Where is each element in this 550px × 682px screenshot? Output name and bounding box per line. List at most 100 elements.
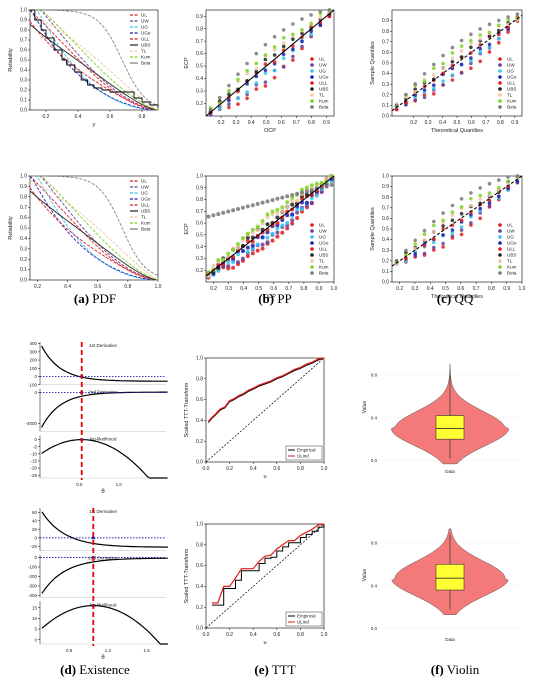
legend-label: UG [141, 25, 148, 30]
box-iqr [435, 563, 465, 591]
legend-label: Kum [141, 221, 151, 226]
legend-label: UG [141, 191, 148, 196]
x-tick-label: 0.5 [263, 120, 270, 126]
point-Beta [217, 95, 222, 100]
legend-label: UBS [141, 43, 150, 48]
point-Beta [422, 72, 427, 76]
legend-label: TL [319, 259, 325, 264]
legend-label: UG [319, 69, 326, 74]
y-tick-label: 0.6 [20, 215, 27, 221]
y-tick-label: 0.2 [196, 605, 203, 611]
x-tick-label: 0.9 [323, 120, 330, 126]
legend-label: UL [319, 223, 325, 228]
point-Beta [413, 238, 418, 243]
x-tick-label: 0.5 [255, 286, 262, 292]
point-UBS [441, 224, 445, 228]
y-tick-label: -20 [30, 544, 37, 549]
legend-label: UL [141, 13, 147, 18]
series-line-TL [29, 13, 159, 111]
point-TL [281, 41, 286, 45]
point-Beta [441, 211, 445, 215]
point-UBS [281, 44, 286, 49]
legend-swatch [498, 69, 502, 73]
x-tick-label: 0.4 [250, 466, 257, 472]
legend-label: Kum [507, 265, 517, 270]
point-UW [319, 190, 324, 194]
legend-swatch [498, 63, 502, 67]
point-UG [245, 250, 250, 254]
point-Kum [487, 30, 492, 35]
y-tick-label: 0.3 [196, 89, 203, 95]
point-UGo [469, 56, 473, 60]
point-UBS [275, 215, 280, 220]
point-UW [441, 241, 445, 246]
point-UL [497, 40, 501, 45]
chart-ttt_bottom: 0.0 0.2 0.4 0.6 0.8 1.0 0.0 0.2 0.4 0.6 0.8 1.0 u Sca… [184, 522, 328, 646]
legend-label: Empirical [297, 448, 316, 453]
point-Beta [487, 181, 492, 186]
x-tick-label: 0.3 [233, 120, 240, 126]
point-UW [281, 65, 286, 69]
point-UBS [450, 60, 455, 64]
point-Beta [432, 219, 436, 224]
legend-swatch [310, 253, 314, 257]
point-Beta [309, 188, 314, 192]
point-Beta [291, 22, 295, 26]
point-UG [300, 207, 304, 211]
y-tick-label: 0.4 [382, 237, 389, 243]
x-tick-label: 0.3 [425, 120, 432, 126]
point-UL [263, 84, 268, 88]
legend-label: UG [507, 235, 514, 240]
point-Beta [255, 201, 260, 206]
legend-swatch [310, 235, 314, 239]
y-tick-label: 0.1 [382, 103, 389, 109]
point-Beta [295, 191, 300, 196]
legend-label: Beta [319, 271, 329, 276]
plot-frame [391, 175, 523, 283]
model-curve [211, 523, 325, 604]
point-UBS [300, 31, 304, 36]
model-curve [207, 357, 325, 422]
point-UL [459, 232, 464, 237]
legend-swatch [310, 87, 314, 91]
legend-swatch [310, 57, 314, 61]
point-UL [272, 75, 277, 80]
point-Beta [254, 51, 259, 56]
x-tick-label: 0.6 [273, 632, 280, 638]
x-axis-label: Data [445, 469, 455, 474]
point-UG [281, 56, 286, 60]
point-TL [506, 22, 510, 27]
diagonal-line [205, 357, 325, 463]
legend-label: UG [507, 69, 514, 74]
point-UGo [290, 212, 295, 217]
legend-label: UW [319, 229, 327, 234]
x-tick-label: 0.2 [396, 286, 403, 292]
y-tick-label: 0.2 [20, 257, 27, 263]
legend-label: Beta [507, 271, 517, 276]
legend-label: TL [141, 49, 147, 54]
point-UL [227, 105, 231, 110]
point-UW [422, 95, 427, 100]
chart-pp_bottom: 0.2 0.3 0.4 0.5 0.6 0.7 0.8 0.9 1.0 0.2 0.3 0.4 0.5 0… [184, 174, 338, 300]
point-TL [450, 56, 455, 60]
chart-violin_bottom: 0.0 0.4 0.8 Data Value [362, 528, 520, 642]
legend-swatch [310, 259, 314, 263]
point-Kum [226, 251, 231, 256]
point-UL [245, 254, 250, 259]
x-tick-label: 0.4 [75, 114, 82, 120]
point-UW [422, 251, 427, 256]
x-tick-label: 0.6 [107, 114, 114, 120]
y-tick-label: 0.6 [196, 563, 203, 569]
y-tick-label: 1.0 [196, 356, 203, 362]
y-tick-label: 0.8 [382, 29, 389, 35]
point-UG [236, 96, 240, 101]
point-UW [295, 210, 300, 215]
legend-label: Beta [141, 61, 151, 66]
point-UBS [487, 34, 492, 38]
point-Kum [450, 210, 455, 214]
y-tick-label: 40 [32, 518, 38, 523]
y-tick-label: 1.0 [196, 522, 203, 528]
point-TL [280, 209, 285, 214]
point-TL [295, 198, 300, 203]
y-axis-label: Scaled TTT-Transform [184, 548, 190, 603]
